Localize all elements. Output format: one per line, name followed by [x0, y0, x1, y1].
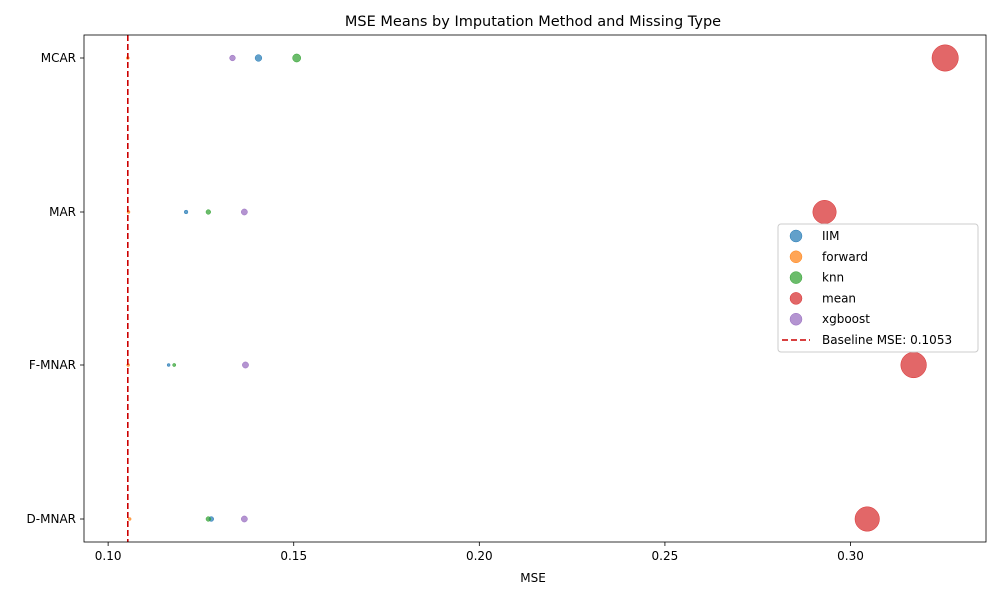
- data-point-forward-d-mnar: [127, 517, 132, 521]
- legend-marker-forward: [789, 250, 803, 264]
- data-point-mean-mcar: [931, 44, 959, 72]
- y-tick-label: D-MNAR: [27, 512, 76, 526]
- legend: IIM forward knn mean xgboost Baseline MSE: 0.…: [777, 223, 979, 353]
- x-tick-label: 0.25: [652, 549, 679, 563]
- data-point-knn-d-mnar: [205, 516, 211, 522]
- x-tick-label: 0.10: [95, 549, 122, 563]
- x-tick-label: 0.30: [837, 549, 864, 563]
- legend-marker-knn: [789, 271, 803, 284]
- legend-label-mean: mean: [822, 291, 856, 305]
- data-point-xgboost-mcar: [229, 54, 236, 62]
- legend-label-forward: forward: [822, 250, 868, 264]
- y-tick-label: MCAR: [41, 51, 76, 65]
- data-points-layer: [126, 44, 959, 532]
- data-point-iim-f-mnar: [166, 363, 171, 367]
- y-tick-label: MAR: [49, 205, 76, 219]
- plot-area-frame: [83, 34, 987, 543]
- data-point-knn-mar: [205, 209, 211, 215]
- legend-marker-xgboost: [789, 312, 803, 326]
- x-tick-label: 0.20: [466, 549, 493, 563]
- x-axis-title: MSE: [520, 571, 546, 585]
- x-tick-label: 0.15: [280, 549, 307, 563]
- y-axis-ticks: MCAR MAR F-MNAR D-MNAR: [27, 51, 84, 526]
- data-point-xgboost-d-mnar: [241, 515, 248, 523]
- data-point-mean-f-mnar: [900, 351, 927, 379]
- legend-frame: [777, 223, 979, 353]
- x-axis-ticks: 0.10 0.15 0.20 0.25 0.30: [95, 542, 864, 563]
- chart-title: MSE Means by Imputation Method and Missi…: [345, 14, 721, 30]
- data-point-xgboost-f-mnar: [242, 361, 249, 369]
- legend-label-xgboost: xgboost: [822, 312, 870, 326]
- data-point-mean-d-mnar: [854, 506, 880, 532]
- data-point-xgboost-mar: [241, 208, 248, 216]
- legend-label-iim: IIM: [822, 229, 839, 243]
- legend-label-knn: knn: [822, 271, 844, 285]
- data-point-knn-f-mnar: [172, 363, 177, 367]
- data-point-mean-mar: [812, 200, 837, 224]
- legend-label-baseline: Baseline MSE: 0.1053: [822, 333, 952, 347]
- data-point-iim-mar: [183, 209, 189, 215]
- data-point-knn-mcar: [292, 53, 302, 63]
- data-point-iim-mcar: [254, 54, 263, 62]
- legend-marker-iim: [789, 229, 803, 243]
- y-tick-label: F-MNAR: [29, 358, 76, 372]
- legend-marker-mean: [789, 292, 803, 305]
